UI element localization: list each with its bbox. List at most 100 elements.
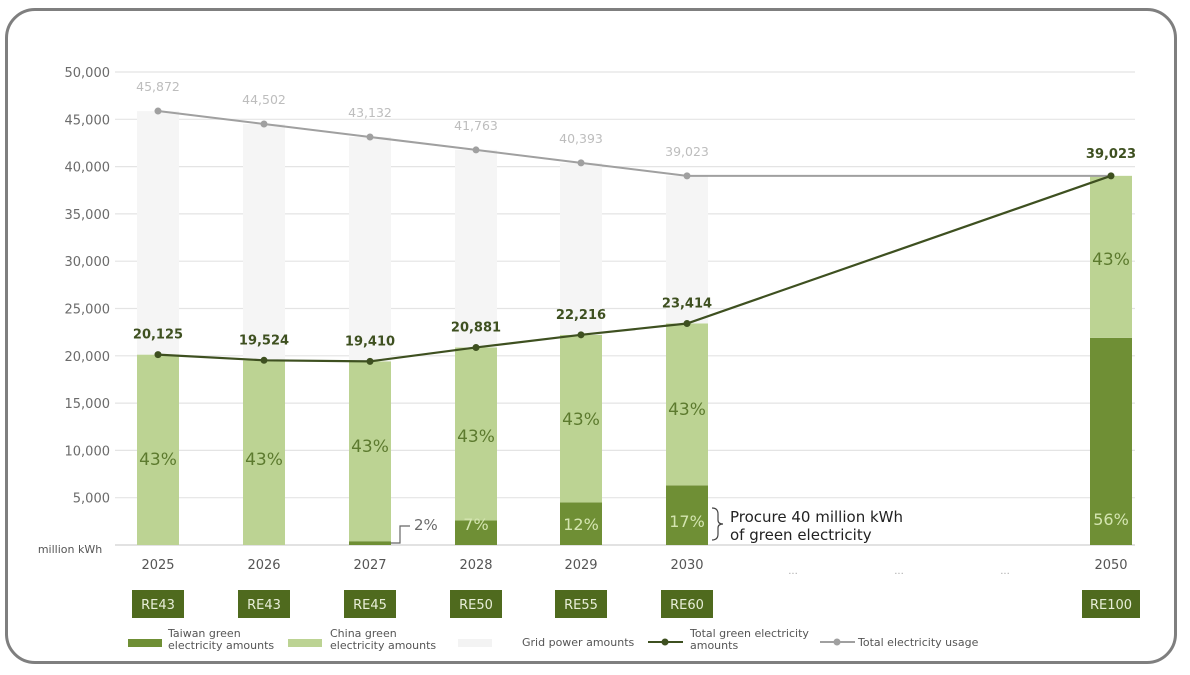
label-leader-line [391, 525, 410, 544]
legend-swatch [128, 639, 162, 647]
gap-marker: ··· [894, 569, 904, 580]
label-total-usage: 45,872 [136, 79, 180, 94]
bar-label-china: 43% [245, 450, 283, 470]
legend-marker [833, 638, 841, 646]
re-badge-label: RE55 [564, 598, 598, 613]
re-badge [132, 590, 184, 618]
label-total-usage: 39,023 [665, 144, 709, 159]
label-total-green: 19,524 [239, 333, 289, 348]
x-tick-label: 2026 [247, 558, 280, 573]
bar-label-china: 43% [457, 427, 495, 447]
legend-marker [661, 638, 669, 646]
label-total-green: 39,023 [1086, 147, 1136, 162]
legend-label: Total electricity usage [857, 636, 979, 649]
bar-grid-power [560, 162, 602, 335]
re-badge [555, 590, 607, 618]
x-tick-label: 2050 [1094, 558, 1127, 573]
annotation-brace [711, 507, 724, 541]
y-tick-label: 45,000 [65, 113, 111, 128]
bar-china-green [137, 354, 179, 545]
y-axis-unit-label: million kWh [38, 543, 102, 556]
re-badge [344, 590, 396, 618]
y-tick-label: 35,000 [65, 208, 111, 223]
label-total-usage: 40,393 [559, 131, 603, 146]
re-badge-label: RE60 [670, 598, 704, 613]
bar-grid-power [243, 124, 285, 361]
bar-label-taiwan: 7% [463, 515, 488, 534]
line-total-green [157, 174, 1112, 363]
label-total-green: 20,125 [133, 328, 183, 343]
x-tick-label: 2029 [564, 558, 597, 573]
legend-label: Taiwan green [167, 627, 241, 640]
legend-label: Total green electricity [689, 627, 809, 640]
bar-taiwan-green [666, 485, 708, 545]
point-total-green [154, 351, 162, 359]
bar-taiwan-green [560, 502, 602, 545]
bar-grid-power [455, 149, 497, 348]
bar-grid-power [137, 111, 179, 355]
point-total-usage [472, 146, 480, 154]
x-tick-label: 2027 [353, 558, 386, 573]
bar-china-green [349, 361, 391, 542]
gap-marker: ··· [788, 569, 798, 580]
point-total-green [472, 343, 480, 351]
bar-grid-power [349, 136, 391, 362]
bar-label-taiwan: 56% [1093, 510, 1129, 529]
point-total-usage [260, 120, 268, 128]
point-total-green [683, 320, 691, 328]
label-total-green: 19,410 [345, 334, 395, 349]
bar-label-china: 43% [562, 410, 600, 430]
bar-china-green [1090, 175, 1132, 338]
legend-label: amounts [690, 639, 738, 652]
legend-swatch [458, 639, 492, 647]
bar-china-green [666, 323, 708, 486]
label-total-green: 22,216 [556, 308, 606, 323]
gap-marker: ··· [1000, 569, 1010, 580]
re-badge [450, 590, 502, 618]
bar-china-green [243, 360, 285, 545]
y-tick-label: 10,000 [65, 444, 111, 459]
re-badge-label: RE45 [353, 598, 387, 613]
bar-label-china: 43% [139, 450, 177, 470]
point-total-usage [577, 159, 585, 167]
re-badge-label: RE43 [141, 598, 175, 613]
point-total-green [577, 331, 585, 339]
re-badge-label: RE50 [459, 598, 493, 613]
bar-grid-power [666, 175, 708, 324]
y-tick-label: 20,000 [65, 350, 111, 365]
label-total-usage: 43,132 [348, 105, 392, 120]
x-tick-label: 2030 [670, 558, 703, 573]
re-badge [661, 590, 713, 618]
annotation-line-1: Procure 40 million kWh [730, 508, 903, 526]
bar-label-china: 43% [668, 400, 706, 420]
y-tick-label: 40,000 [65, 161, 111, 176]
point-total-usage [154, 107, 162, 115]
bar-label-taiwan: 2% [414, 516, 438, 534]
legend-label: electricity amounts [330, 639, 436, 652]
y-tick-label: 15,000 [65, 397, 111, 412]
legend-label: China green [330, 627, 397, 640]
point-total-green [1107, 172, 1115, 180]
bar-label-china: 43% [351, 437, 389, 457]
bar-label-taiwan: 12% [563, 515, 599, 534]
bar-taiwan-green [349, 541, 391, 545]
y-tick-label: 5,000 [73, 492, 110, 507]
label-total-green: 23,414 [662, 297, 712, 312]
point-total-usage [683, 172, 691, 180]
bar-china-green [560, 334, 602, 503]
legend-label: Grid power amounts [522, 636, 635, 649]
legend-label: electricity amounts [168, 639, 274, 652]
label-total-usage: 44,502 [242, 92, 286, 107]
re-badge [238, 590, 290, 618]
legend-swatch [288, 639, 322, 647]
re-badge [1082, 590, 1140, 618]
label-total-green: 20,881 [451, 320, 501, 335]
point-total-green [260, 356, 268, 364]
x-tick-label: 2025 [141, 558, 174, 573]
annotation-line-2: of green electricity [730, 526, 872, 544]
y-tick-label: 50,000 [65, 66, 111, 81]
x-tick-label: 2028 [459, 558, 492, 573]
bar-taiwan-green [455, 520, 497, 545]
bar-china-green [455, 347, 497, 521]
